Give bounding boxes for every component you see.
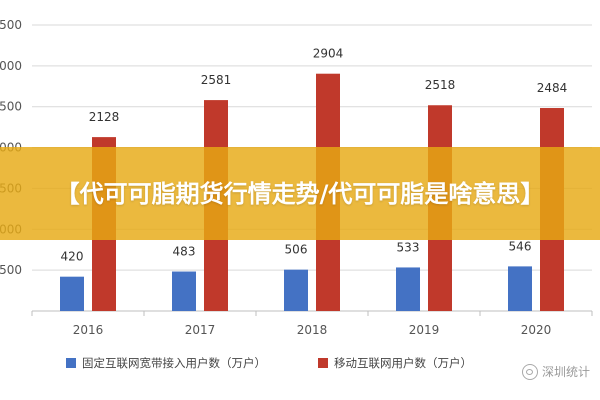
bar-fixed-broadband (172, 271, 196, 311)
x-tick-label: 2020 (521, 323, 552, 337)
y-tick-label: 500 (0, 263, 22, 277)
legend-label: 固定互联网宽带接入用户数（万户） (82, 356, 266, 370)
legend-label: 移动互联网用户数（万户） (334, 356, 472, 370)
data-label: 2518 (425, 78, 456, 92)
y-tick-label: 2500 (0, 100, 22, 114)
x-tick-label: 2016 (73, 323, 104, 337)
chart-labels: 420 2128 483 2581 506 2904 533 2518 546 2484 (61, 47, 568, 264)
y-tick-label: 3500 (0, 18, 22, 32)
data-label: 2128 (89, 110, 120, 124)
banner-title: 【代可可脂期货行情走势/代可可脂是啥意思】 (55, 179, 545, 208)
chart-legend: 固定互联网宽带接入用户数（万户） 移动互联网用户数（万户） (66, 356, 472, 370)
bar-fixed-broadband (284, 269, 308, 311)
data-label: 2904 (313, 47, 344, 61)
title-banner: 【代可可脂期货行情走势/代可可脂是啥意思】 (0, 147, 600, 240)
x-tick-label: 2019 (409, 323, 440, 337)
x-tick-label: 2017 (185, 323, 216, 337)
y-tick-label: 3000 (0, 59, 22, 73)
watermark-text: 深圳统计 (541, 365, 590, 379)
bar-fixed-broadband (396, 267, 420, 311)
bar-fixed-broadband (60, 276, 84, 311)
data-label: 533 (397, 240, 420, 254)
wechat-icon (521, 363, 538, 380)
data-label: 420 (61, 250, 84, 264)
data-label: 2484 (537, 81, 568, 95)
legend-swatch (318, 358, 328, 368)
data-label: 2581 (201, 73, 232, 87)
x-tick-label: 2018 (297, 323, 328, 337)
bar-fixed-broadband (508, 266, 532, 311)
watermark: 深圳统计 (521, 363, 590, 380)
data-label: 483 (173, 245, 196, 259)
data-label: 506 (285, 243, 308, 257)
data-label: 546 (509, 239, 532, 253)
legend-swatch (66, 358, 76, 368)
